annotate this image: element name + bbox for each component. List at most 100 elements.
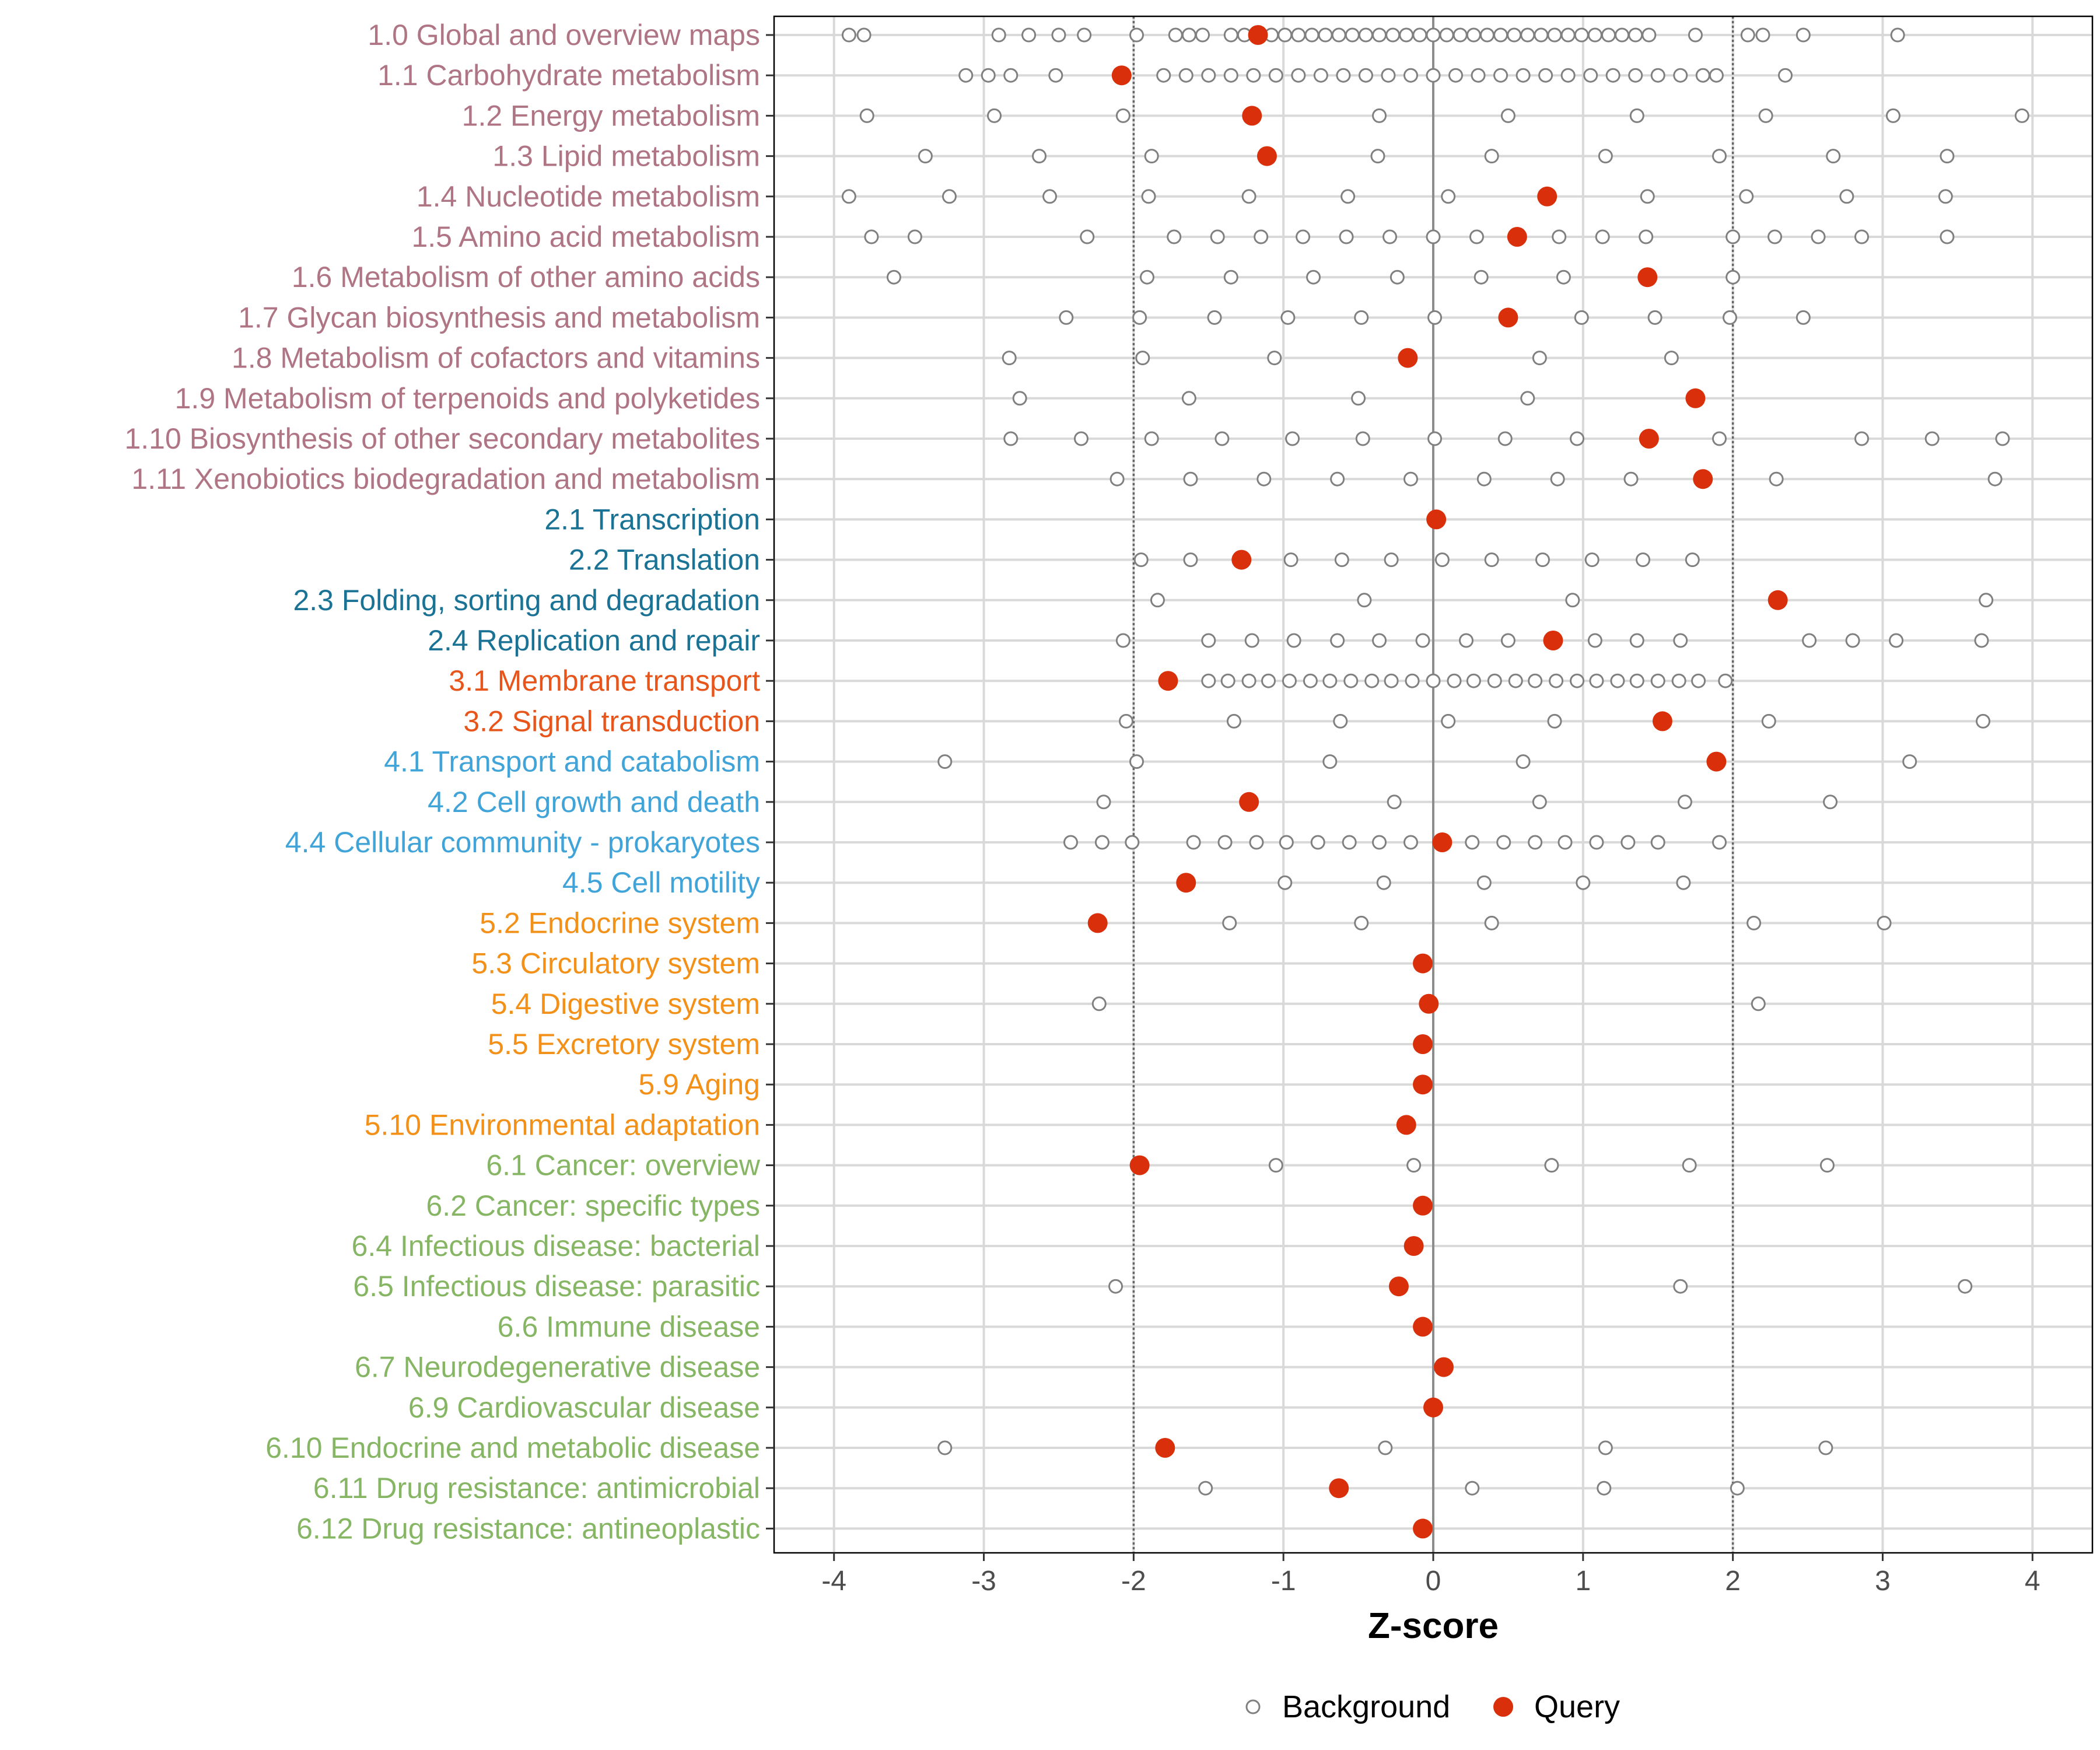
- background-point: [1528, 673, 1543, 688]
- background-point: [1303, 673, 1318, 688]
- background-point: [1291, 27, 1306, 43]
- background-point: [1201, 673, 1216, 688]
- background-point: [1761, 713, 1776, 729]
- category-label: 5.3 Circulatory system: [471, 947, 760, 980]
- query-point: [1543, 631, 1563, 650]
- background-point: [1584, 552, 1600, 568]
- background-point: [1285, 431, 1300, 446]
- background-point: [1222, 915, 1237, 930]
- background-point: [1726, 270, 1741, 285]
- query-point: [1158, 671, 1178, 691]
- legend-query-label: Query: [1534, 1689, 1620, 1724]
- query-point: [1413, 1195, 1433, 1216]
- background-point: [1372, 633, 1387, 648]
- background-point: [1712, 431, 1727, 446]
- x-tick-label: -1: [1271, 1566, 1296, 1597]
- background-point: [1995, 431, 2010, 446]
- category-label: 1.11 Xenobiotics biodegradation and meta…: [131, 463, 760, 495]
- background-point: [1167, 229, 1182, 244]
- background-point: [1059, 310, 1074, 325]
- background-point: [1223, 270, 1238, 285]
- background-point: [1183, 552, 1198, 568]
- query-point: [1413, 1317, 1433, 1337]
- category-label: 6.11 Drug resistance: antimicrobial: [313, 1472, 760, 1504]
- background-point: [1598, 149, 1613, 164]
- background-point: [1845, 633, 1860, 648]
- legend: Background Query: [1245, 1689, 1620, 1724]
- background-point: [1740, 27, 1755, 43]
- background-point: [1974, 633, 1989, 648]
- background-point: [1520, 27, 1535, 43]
- background-point: [937, 1440, 953, 1455]
- legend-query-marker: [1493, 1697, 1513, 1717]
- background-point: [1399, 27, 1414, 43]
- category-labels: 1.0 Global and overview maps 1.1 Carbohyd…: [124, 19, 774, 1545]
- category-label: 1.7 Glycan biosynthesis and metabolism: [238, 301, 760, 334]
- background-point: [1826, 149, 1841, 164]
- background-point: [1342, 835, 1357, 850]
- background-point: [1387, 794, 1402, 810]
- background-point: [1535, 552, 1550, 568]
- background-point: [1406, 1158, 1422, 1173]
- background-point: [1629, 673, 1644, 688]
- background-point: [1210, 229, 1225, 244]
- background-point: [1073, 431, 1088, 446]
- background-point: [1384, 552, 1399, 568]
- category-label: 1.2 Energy metabolism: [462, 99, 760, 132]
- background-point: [1358, 68, 1373, 83]
- background-point: [1823, 794, 1838, 810]
- legend-background-label: Background: [1282, 1689, 1450, 1724]
- category-label: 6.5 Infectious disease: parasitic: [353, 1270, 760, 1303]
- background-point: [1459, 633, 1474, 648]
- query-point: [1423, 1397, 1443, 1418]
- query-point: [1176, 873, 1196, 893]
- background-point: [1358, 27, 1373, 43]
- background-point: [958, 68, 974, 83]
- category-label: 5.2 Endocrine system: [480, 907, 760, 939]
- background-point: [1291, 68, 1306, 83]
- background-point: [1796, 310, 1811, 325]
- background-point: [1372, 108, 1387, 123]
- background-point: [2014, 108, 2029, 123]
- background-point: [1246, 68, 1261, 83]
- category-label: 5.9 Aging: [638, 1068, 760, 1101]
- background-point: [1181, 391, 1196, 406]
- reference-lines: [1132, 16, 1734, 1553]
- background-point: [1403, 471, 1418, 487]
- background-point: [1610, 673, 1625, 688]
- background-point: [1370, 149, 1385, 164]
- background-points: [841, 27, 2029, 1496]
- background-point: [1547, 27, 1562, 43]
- background-point: [1412, 27, 1427, 43]
- background-point: [1313, 68, 1328, 83]
- background-point: [1520, 391, 1535, 406]
- background-point: [1447, 673, 1462, 688]
- background-point: [1261, 673, 1276, 688]
- category-label: 3.1 Membrane transport: [449, 664, 760, 697]
- background-point: [1186, 835, 1201, 850]
- x-tick-label: 4: [2025, 1566, 2041, 1597]
- background-point: [937, 754, 953, 769]
- background-point: [856, 27, 872, 43]
- category-label: 4.5 Cell motility: [562, 866, 760, 899]
- background-point: [1351, 391, 1366, 406]
- background-point: [1330, 633, 1345, 648]
- category-label: 6.4 Infectious disease: bacterial: [352, 1230, 760, 1262]
- background-point: [1671, 673, 1686, 688]
- background-point: [1427, 310, 1443, 325]
- background-point: [1144, 149, 1159, 164]
- background-point: [1723, 310, 1737, 325]
- background-point: [1516, 68, 1531, 83]
- background-point: [1574, 310, 1589, 325]
- background-point: [1133, 552, 1149, 568]
- background-point: [1181, 27, 1196, 43]
- category-label: 1.10 Biosynthesis of other secondary met…: [124, 422, 760, 455]
- background-point: [1286, 633, 1301, 648]
- background-point: [1629, 108, 1644, 123]
- background-point: [1178, 68, 1194, 83]
- background-point: [1032, 149, 1047, 164]
- background-point: [864, 229, 879, 244]
- x-tick-label: 3: [1875, 1566, 1891, 1597]
- background-point: [1340, 189, 1356, 204]
- background-point: [1987, 471, 2003, 487]
